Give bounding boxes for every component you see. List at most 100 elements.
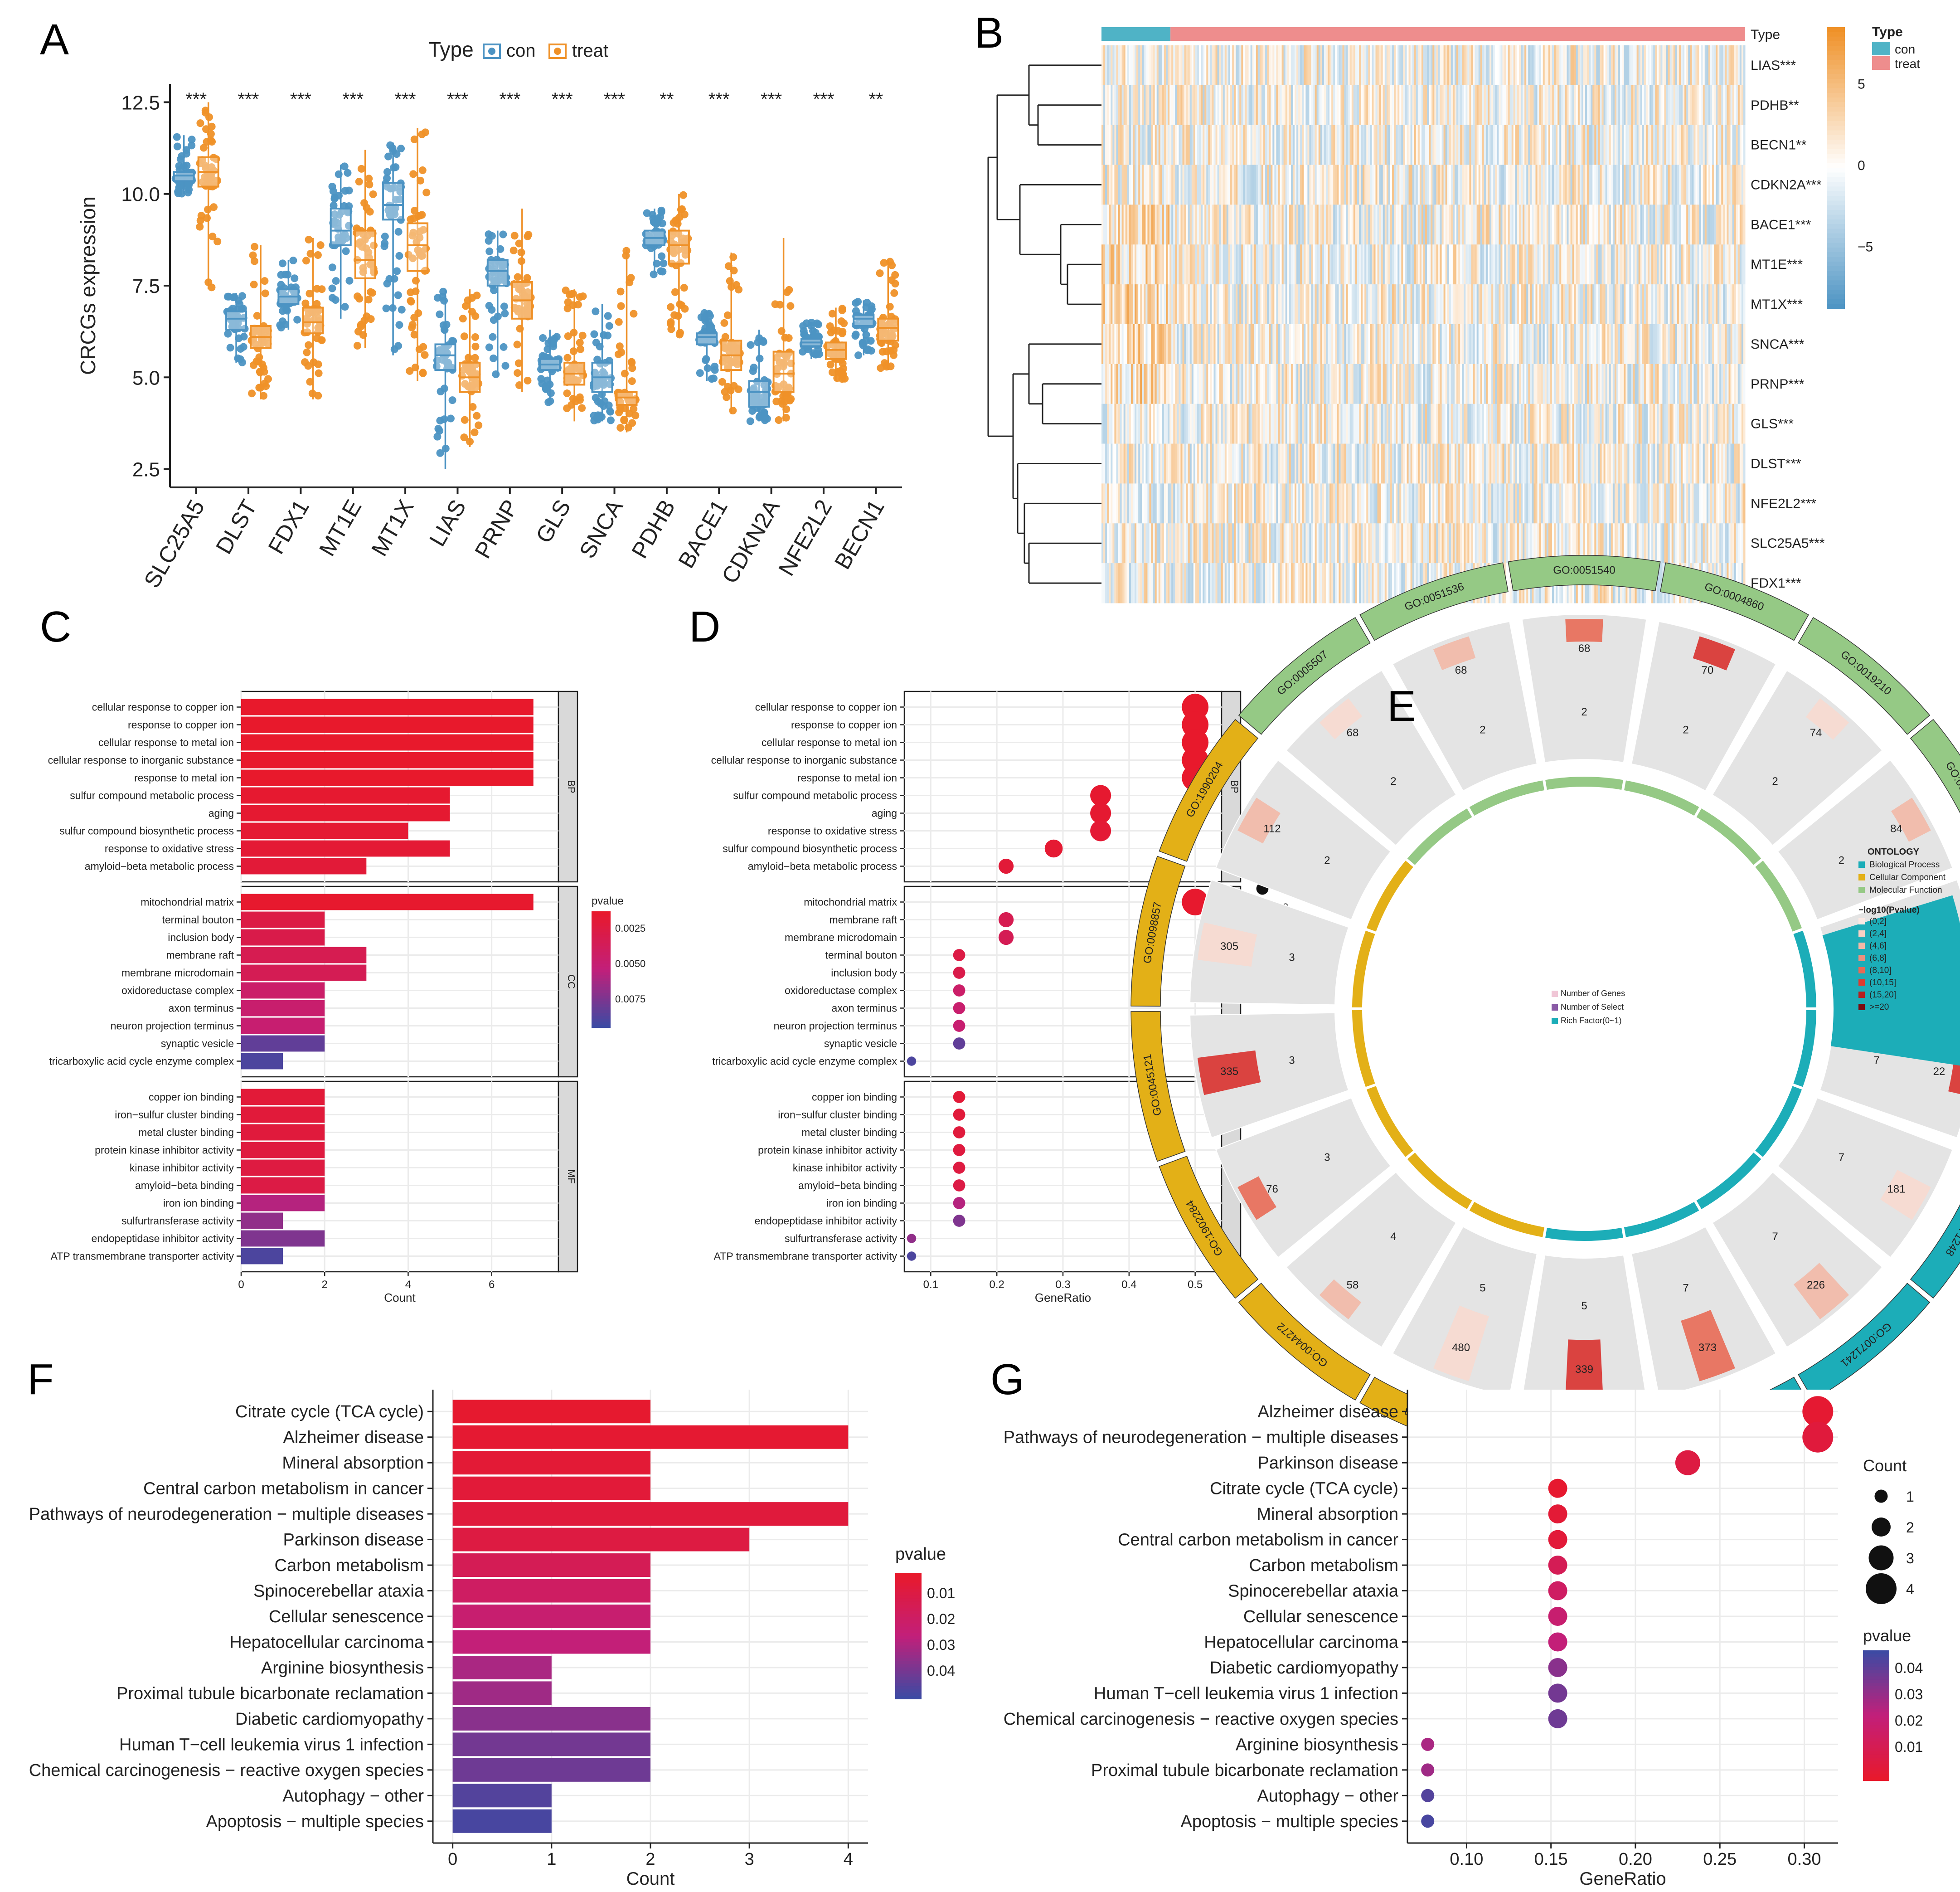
data-point <box>208 283 216 292</box>
heatmap-cell <box>1149 204 1152 245</box>
heatmap-cell <box>1414 364 1417 404</box>
heatmap-cell <box>1482 324 1485 365</box>
heatmap-cell <box>1699 284 1702 325</box>
heatmap-cell <box>1125 244 1128 285</box>
heatmap-cell <box>1271 45 1273 86</box>
heatmap-cell <box>1645 364 1648 404</box>
heatmap-cell <box>1239 125 1242 165</box>
heatmap-cell <box>1548 85 1551 126</box>
heatmap-cell <box>1603 324 1606 365</box>
heatmap-cell <box>1592 284 1595 325</box>
heatmap-cell <box>1488 244 1490 285</box>
data-point <box>473 412 481 420</box>
data-point <box>250 328 258 336</box>
heatmap-cell <box>1725 244 1727 285</box>
box-con <box>225 310 247 331</box>
heatmap-cell <box>1616 284 1619 325</box>
heatmap-cell <box>1451 125 1453 165</box>
heatmap-cell <box>1489 284 1492 325</box>
data-point <box>775 416 783 424</box>
heatmap-cell <box>1234 125 1236 165</box>
heatmap-cell <box>1614 165 1617 205</box>
heatmap-cell <box>1375 125 1378 165</box>
heatmap-cell <box>1215 165 1218 205</box>
heatmap-cell <box>1636 45 1639 86</box>
heatmap-cell <box>1443 125 1446 165</box>
heatmap-cell <box>1217 125 1220 165</box>
heatmap-cell <box>1295 125 1297 165</box>
heatmap-cell <box>1243 85 1245 126</box>
heatmap-cell <box>1657 324 1659 365</box>
heatmap-cell <box>1213 125 1216 165</box>
heatmap-cell <box>1725 324 1727 365</box>
heatmap-cell <box>1717 284 1720 325</box>
heatmap-cell <box>1250 404 1253 444</box>
heatmap-cell <box>1559 324 1562 365</box>
heatmap-cell <box>1467 45 1470 86</box>
heatmap-cell <box>1311 85 1314 126</box>
heatmap-cell <box>1144 443 1146 484</box>
heatmap-cell <box>1681 244 1683 285</box>
heatmap-cell <box>1737 404 1740 444</box>
heatmap-cell <box>1123 364 1126 404</box>
heatmap-cell <box>1300 45 1302 86</box>
heatmap-cell <box>1254 324 1257 365</box>
heatmap-cell <box>1594 244 1596 285</box>
heatmap-cell <box>1197 324 1199 365</box>
data-point <box>277 324 285 332</box>
heatmap-cell <box>1644 85 1646 126</box>
heatmap-cell <box>1206 85 1208 126</box>
heatmap-cell <box>1429 404 1431 444</box>
heatmap-cell <box>1589 284 1591 325</box>
heatmap-cell <box>1506 244 1509 285</box>
heatmap-cell <box>1302 324 1304 365</box>
heatmap-cell <box>1651 85 1654 126</box>
heatmap-cell <box>1370 165 1372 205</box>
data-point <box>515 239 523 248</box>
heatmap-cell <box>1462 125 1464 165</box>
heatmap-cell <box>1368 85 1370 126</box>
heatmap-cell <box>1274 284 1276 325</box>
heatmap-cell <box>1734 404 1737 444</box>
heatmap-cell <box>1265 45 1267 86</box>
data-point <box>188 136 196 144</box>
heatmap-cell <box>1184 125 1187 165</box>
heatmap-cell <box>1714 324 1716 365</box>
heatmap-cell <box>1399 324 1402 365</box>
heatmap-cell <box>1271 125 1273 165</box>
data-point <box>408 232 417 240</box>
data-point <box>579 292 587 301</box>
heatmap-cell <box>1121 443 1124 484</box>
heatmap-cell <box>1548 284 1551 325</box>
heatmap-cell <box>1677 85 1679 126</box>
heatmap-cell <box>1125 404 1128 444</box>
heatmap-cell <box>1728 204 1731 245</box>
heatmap-cell <box>1475 85 1477 126</box>
heatmap-cell <box>1245 244 1247 285</box>
heatmap-cell <box>1589 404 1591 444</box>
heatmap-cell <box>1679 125 1681 165</box>
heatmap-cell <box>1339 45 1341 86</box>
heatmap-cell <box>1618 125 1620 165</box>
data-point <box>461 380 469 388</box>
heatmap-cell <box>1223 324 1225 365</box>
heatmap-cell <box>1532 45 1534 86</box>
heatmap-cell <box>1298 125 1300 165</box>
heatmap-cell <box>1151 204 1154 245</box>
heatmap-cell <box>1349 404 1352 444</box>
heatmap-cell <box>1274 165 1276 205</box>
heatmap-cell <box>1719 165 1722 205</box>
heatmap-cell <box>1127 404 1130 444</box>
heatmap-cell <box>1523 284 1525 325</box>
heatmap-cell <box>1704 45 1707 86</box>
heatmap-cell <box>1454 85 1457 126</box>
heatmap-cell <box>1226 204 1229 245</box>
heatmap-cell <box>1611 165 1613 205</box>
heatmap-cell <box>1443 284 1446 325</box>
heatmap-cell <box>1309 404 1312 444</box>
heatmap-cell <box>1574 165 1577 205</box>
heatmap-cell <box>1269 125 1271 165</box>
heatmap-cell <box>1495 404 1497 444</box>
heatmap-cell <box>1359 324 1361 365</box>
heatmap-cell <box>1175 364 1177 404</box>
